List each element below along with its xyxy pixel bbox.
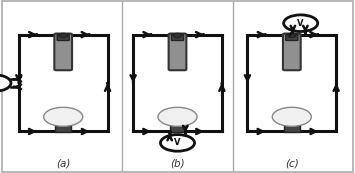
Text: (c): (c)	[285, 158, 299, 169]
FancyBboxPatch shape	[54, 34, 72, 70]
Circle shape	[59, 33, 67, 38]
FancyBboxPatch shape	[170, 125, 185, 132]
Circle shape	[0, 75, 11, 91]
Circle shape	[272, 107, 311, 126]
FancyBboxPatch shape	[286, 34, 298, 40]
Circle shape	[160, 135, 195, 151]
FancyBboxPatch shape	[57, 34, 69, 40]
FancyBboxPatch shape	[283, 34, 301, 70]
Circle shape	[284, 15, 318, 31]
Circle shape	[44, 107, 83, 126]
FancyBboxPatch shape	[55, 125, 71, 132]
FancyBboxPatch shape	[171, 34, 184, 40]
Circle shape	[173, 33, 182, 38]
FancyBboxPatch shape	[169, 34, 186, 70]
Circle shape	[288, 33, 296, 38]
Text: (a): (a)	[56, 158, 70, 169]
FancyBboxPatch shape	[284, 125, 300, 132]
Text: V: V	[297, 19, 304, 28]
Text: (b): (b)	[170, 158, 185, 169]
Circle shape	[158, 107, 197, 126]
Text: V: V	[174, 138, 181, 147]
